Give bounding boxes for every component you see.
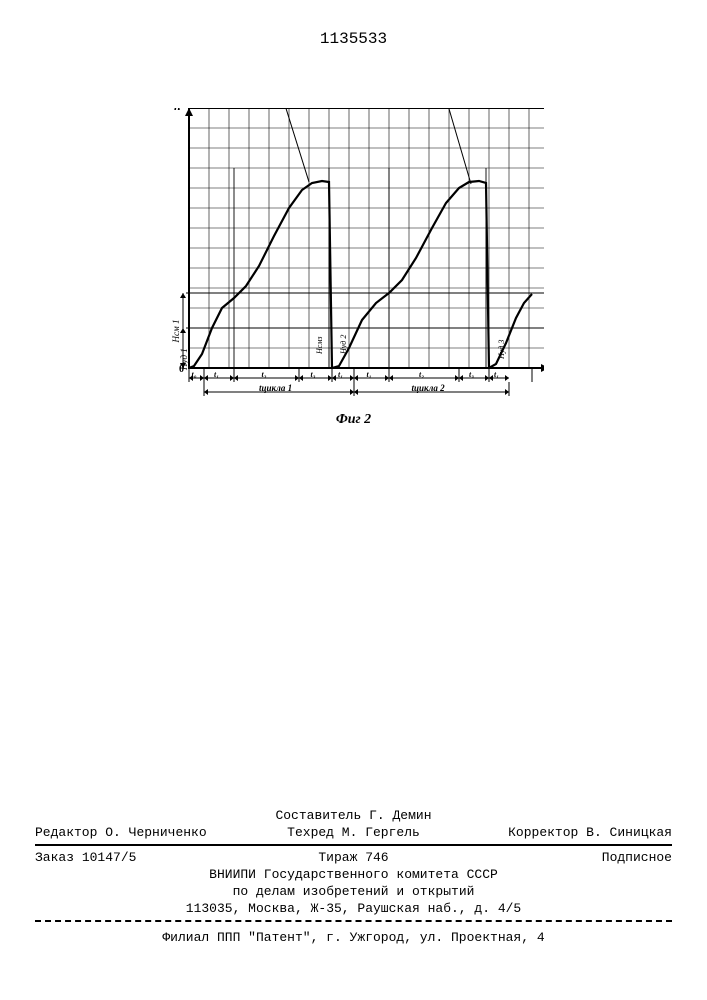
compiler-name: Г. Демин [369,808,431,823]
svg-text:t₀: t₀ [191,370,196,379]
svg-text:t₂: t₂ [261,370,266,379]
svg-text:t₃: t₃ [310,370,315,379]
svg-text:н: н [174,108,181,113]
editor-name: О. Черниченко [105,825,206,840]
credits-block: Составитель Г. Демин Редактор О. Черниче… [35,808,672,945]
tirage-label: Тираж [318,850,357,865]
svg-text:t₁: t₁ [494,370,499,379]
publisher-line-2: по делам изобретений и открытий [35,884,672,899]
svg-text:t₃: t₃ [469,370,474,379]
credits-main-row: Редактор О. Черниченко Техред М. Гергель… [35,825,672,840]
publisher-line-1: ВНИИПИ Государственного комитета СССР [35,867,672,882]
svg-text:Нуд 2: Нуд 2 [339,335,348,355]
order-number: 10147/5 [82,850,137,865]
svg-text:Нсм 1: Нсм 1 [171,320,181,344]
editor-label: Редактор [35,825,97,840]
tech-label: Техред [287,825,334,840]
order-label: Заказ [35,850,74,865]
document-number: 1135533 [35,30,672,48]
tech-name: М. Гергель [342,825,420,840]
figure-caption: Фиг 2 [164,412,544,428]
compiler-label: Составитель [275,808,361,823]
tirage-number: 746 [365,850,388,865]
order-row: Заказ 10147/5 Тираж 746 Подписное [35,850,672,865]
svg-text:tцикла 1: tцикла 1 [259,383,292,393]
subscription-label: Подписное [602,850,672,865]
footer-line: Филиал ППП "Патент", г. Ужгород, ул. Про… [35,930,672,945]
svg-text:t₁: t₁ [214,370,219,379]
svg-text:tцикла 2: tцикла 2 [411,383,445,393]
svg-text:0: 0 [179,364,184,375]
publisher-line-3: 113035, Москва, Ж-35, Раушская наб., д. … [35,901,672,916]
timing-chart: нtНсм 1Нсм 2Нсм 1Нуд 1НсмзНуд 2Нуд 30t₀t… [164,108,544,408]
svg-text:Нуд 3: Нуд 3 [497,340,506,360]
svg-text:Нсмз: Нсмз [315,336,324,355]
svg-text:t₁: t₁ [338,370,343,379]
corrector-label: Корректор [508,825,578,840]
chart-container: нtНсм 1Нсм 2Нсм 1Нуд 1НсмзНуд 2Нуд 30t₀t… [164,108,544,428]
corrector-name: В. Синицкая [586,825,672,840]
page-root: 1135533 нtНсм 1Нсм 2Нсм 1Нуд 1НсмзНуд 2Н… [0,0,707,1000]
divider-solid-1 [35,844,672,846]
divider-dashed [35,920,672,922]
credits-compiler-row: Составитель Г. Демин [35,808,672,823]
svg-text:t₂: t₂ [419,370,424,379]
svg-text:t₁: t₁ [366,370,371,379]
